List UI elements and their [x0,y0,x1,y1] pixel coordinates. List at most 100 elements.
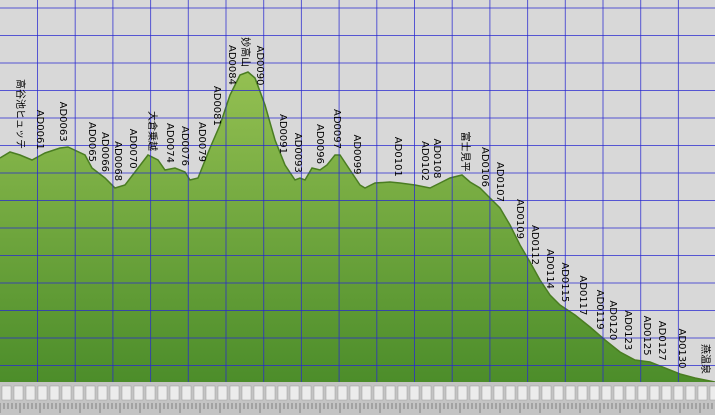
waypoint-label: AD0114 [544,249,555,289]
strip-cell [685,385,696,401]
strip-cell [205,385,216,401]
strip-cell [85,385,96,401]
strip-cell [421,385,432,401]
strip-cell [505,385,516,401]
strip-cell [529,385,540,401]
waypoint-label: AD0090 [254,46,265,86]
waypoint-label: AD0061 [34,110,45,150]
elevation-line [0,71,715,383]
waypoint-label: AD0108 [431,139,442,179]
strip-cell [289,385,300,401]
waypoint-label: AD0074 [164,123,175,163]
waypoint-label: AD0109 [514,199,525,239]
strip-cell [457,385,468,401]
strip-cell [709,385,715,401]
waypoint-label: AD0066 [99,132,110,172]
strip-cell [97,385,108,401]
strip-cell [13,385,24,401]
strip-cell [253,385,264,401]
waypoint-label: AD0117 [577,275,588,315]
waypoint-label: 高谷池ヒュッテ [14,79,27,149]
strip-cell [133,385,144,401]
waypoint-label: AD0112 [529,225,540,265]
strip-cell [301,385,312,401]
waypoint-label: AD0130 [676,329,687,369]
strip-cell [577,385,588,401]
waypoint-label: AD0081 [211,86,222,126]
strip-cell [565,385,576,401]
strip-cell [673,385,684,401]
strip-cell [241,385,252,401]
strip-cell [229,385,240,401]
strip-cell [265,385,276,401]
strip-cell [121,385,132,401]
strip-cell [109,385,120,401]
waypoint-label: AD0107 [494,162,505,202]
strip-cell [409,385,420,401]
strip-cell [385,385,396,401]
strip-cell [61,385,72,401]
strip-cell [313,385,324,401]
strip-cell [337,385,348,401]
strip-cell [481,385,492,401]
strip-cell [181,385,192,401]
waypoint-label: AD0091 [277,114,288,154]
waypoint-label: 大倉乗越 [146,111,159,151]
waypoint-label: AD0070 [127,129,138,169]
waypoint-label: AD0106 [479,147,490,187]
strip-cell [469,385,480,401]
strip-cell [637,385,648,401]
strip-cell [553,385,564,401]
waypoint-label: AD0127 [656,321,667,361]
waypoint-label: AD0065 [86,122,97,162]
waypoint-label: AD0093 [292,133,303,173]
strip-cell [193,385,204,401]
waypoint-label: AD0063 [57,102,68,142]
waypoint-label: AD0120 [607,300,618,340]
strip-cell [145,385,156,401]
waypoint-label: AD0084 [226,45,237,85]
waypoint-label: 妙高山 [239,37,252,67]
strip-cell [349,385,360,401]
strip-cell [361,385,372,401]
strip-cell [433,385,444,401]
strip-cell [493,385,504,401]
strip-cell [601,385,612,401]
strip-cell [49,385,60,401]
strip-cell [613,385,624,401]
waypoint-label: AD0076 [179,126,190,166]
strip-cell [373,385,384,401]
strip-cell [73,385,84,401]
strip-cell [217,385,228,401]
waypoint-label: AD0097 [331,109,342,149]
strip-cell [541,385,552,401]
waypoint-label: AD0096 [314,124,325,164]
waypoint-label: AD0123 [622,310,633,350]
waypoint-label: AD0115 [559,262,570,302]
strip-cell [649,385,660,401]
strip-cell [277,385,288,401]
waypoint-label: AD0125 [641,316,652,356]
waypoint-label: AD0099 [351,135,362,175]
strip-cell [625,385,636,401]
waypoint-label: AD0119 [594,290,605,330]
strip-cell [25,385,36,401]
waypoint-label: 燕温泉 [699,344,712,374]
strip-cell [697,385,708,401]
waypoint-label: AD0079 [196,122,207,162]
strip-cell [1,385,12,401]
waypoint-label: AD0101 [392,137,403,177]
waypoint-label: 富士見平 [459,132,472,172]
waypoint-label: AD0102 [419,141,430,181]
strip-cell [37,385,48,401]
strip-cell [445,385,456,401]
waypoint-label: AD0068 [112,141,123,181]
strip-cell [517,385,528,401]
strip-cell [325,385,336,401]
strip-cell [397,385,408,401]
elevation-area [0,72,715,382]
strip-cell [661,385,672,401]
strip-cell [589,385,600,401]
strip-cell [169,385,180,401]
